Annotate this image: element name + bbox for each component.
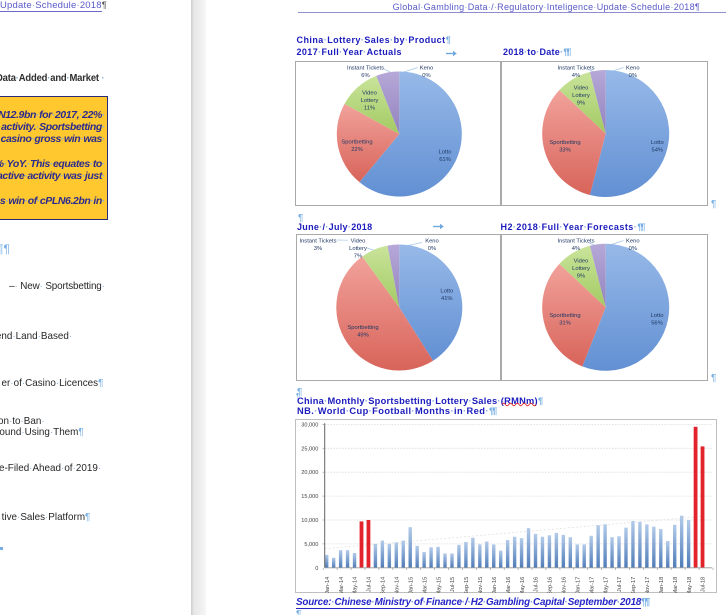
svg-text:Mar-18: Mar-18 (673, 577, 679, 593)
svg-text:Nov-16: Nov-16 (562, 577, 568, 593)
svg-text:Instant Tickets: Instant Tickets (557, 66, 594, 72)
svg-text:Sportbetting: Sportbetting (341, 140, 372, 146)
svg-text:9%: 9% (577, 100, 585, 106)
svg-text:Nov-17: Nov-17 (645, 577, 651, 593)
svg-text:41%: 41% (441, 296, 453, 302)
svg-text:Jul-14: Jul-14 (367, 577, 373, 592)
svg-text:0%: 0% (422, 73, 430, 79)
svg-text:Instant Tickets: Instant Tickets (299, 239, 336, 245)
svg-text:Jan-17: Jan-17 (576, 577, 582, 593)
svg-text:Lotto: Lotto (651, 140, 664, 146)
svg-text:Jan-16: Jan-16 (492, 577, 498, 593)
svg-text:Sep-17: Sep-17 (631, 577, 637, 593)
svg-text:Sep-14: Sep-14 (381, 577, 387, 593)
svg-text:Jan-14: Jan-14 (325, 577, 331, 593)
svg-text:Sportbetting: Sportbetting (347, 325, 378, 331)
svg-text:Lotto: Lotto (651, 313, 664, 319)
svg-text:Lottery: Lottery (572, 266, 590, 272)
svg-text:0%: 0% (629, 73, 637, 79)
svg-text:15,000: 15,000 (301, 494, 318, 500)
svg-text:0%: 0% (428, 246, 436, 252)
svg-text:0: 0 (315, 566, 318, 572)
svg-text:4%: 4% (572, 73, 580, 79)
svg-text:Lottery: Lottery (572, 93, 590, 99)
svg-text:Nov-14: Nov-14 (395, 577, 401, 593)
svg-text:Jan-18: Jan-18 (659, 577, 665, 593)
svg-text:Instant Tickets: Instant Tickets (347, 66, 384, 72)
svg-text:Keno: Keno (626, 66, 640, 72)
svg-text:May-14: May-14 (353, 577, 359, 593)
svg-text:Sportbetting: Sportbetting (549, 313, 580, 319)
svg-text:Lottery: Lottery (349, 246, 367, 252)
svg-text:56%: 56% (651, 320, 663, 326)
svg-text:6%: 6% (361, 73, 369, 79)
svg-text:May-18: May-18 (687, 577, 693, 593)
svg-text:22%: 22% (351, 147, 363, 153)
svg-text:Video: Video (574, 86, 589, 92)
svg-text:Jul-17: Jul-17 (617, 577, 623, 592)
svg-text:54%: 54% (651, 147, 663, 153)
svg-text:10,000: 10,000 (301, 518, 318, 524)
svg-text:Mar-17: Mar-17 (589, 577, 595, 593)
svg-text:Keno: Keno (425, 239, 439, 245)
svg-text:20,000: 20,000 (301, 470, 318, 476)
svg-text:0%: 0% (629, 246, 637, 252)
svg-text:5,000: 5,000 (304, 542, 318, 548)
svg-text:Lotto: Lotto (440, 289, 453, 295)
svg-text:Keno: Keno (420, 66, 434, 72)
svg-text:7%: 7% (354, 253, 362, 259)
svg-text:May-17: May-17 (603, 577, 609, 593)
svg-text:Video: Video (362, 91, 377, 97)
svg-text:3%: 3% (314, 246, 322, 252)
svg-text:Instant Tickets: Instant Tickets (557, 239, 594, 245)
svg-text:Nov-15: Nov-15 (478, 577, 484, 593)
svg-text:Lottery: Lottery (361, 98, 379, 104)
svg-text:25,000: 25,000 (301, 446, 318, 452)
svg-text:Jul-18: Jul-18 (701, 577, 707, 592)
svg-text:30,000: 30,000 (301, 422, 318, 428)
svg-text:4%: 4% (572, 246, 580, 252)
svg-text:Sep-15: Sep-15 (464, 577, 470, 593)
svg-text:33%: 33% (559, 147, 571, 153)
svg-text:Video: Video (351, 239, 366, 245)
svg-text:Sep-16: Sep-16 (548, 577, 554, 593)
svg-text:Mar-15: Mar-15 (422, 577, 428, 593)
svg-text:Video: Video (574, 259, 589, 265)
svg-text:Mar-16: Mar-16 (506, 577, 512, 593)
svg-text:Mar-14: Mar-14 (339, 577, 345, 593)
svg-text:Lotto: Lotto (439, 150, 452, 156)
svg-text:61%: 61% (439, 157, 451, 163)
svg-text:Sportbetting: Sportbetting (549, 140, 580, 146)
svg-text:May-16: May-16 (520, 577, 526, 593)
svg-text:Jul-16: Jul-16 (534, 577, 540, 592)
svg-text:Keno: Keno (626, 239, 640, 245)
svg-text:11%: 11% (364, 105, 375, 111)
svg-text:Jan-15: Jan-15 (408, 577, 414, 593)
svg-text:9%: 9% (577, 273, 585, 279)
svg-text:31%: 31% (559, 320, 571, 326)
svg-text:49%: 49% (357, 332, 369, 338)
svg-text:Jul-15: Jul-15 (450, 577, 456, 592)
svg-text:May-15: May-15 (436, 577, 442, 593)
